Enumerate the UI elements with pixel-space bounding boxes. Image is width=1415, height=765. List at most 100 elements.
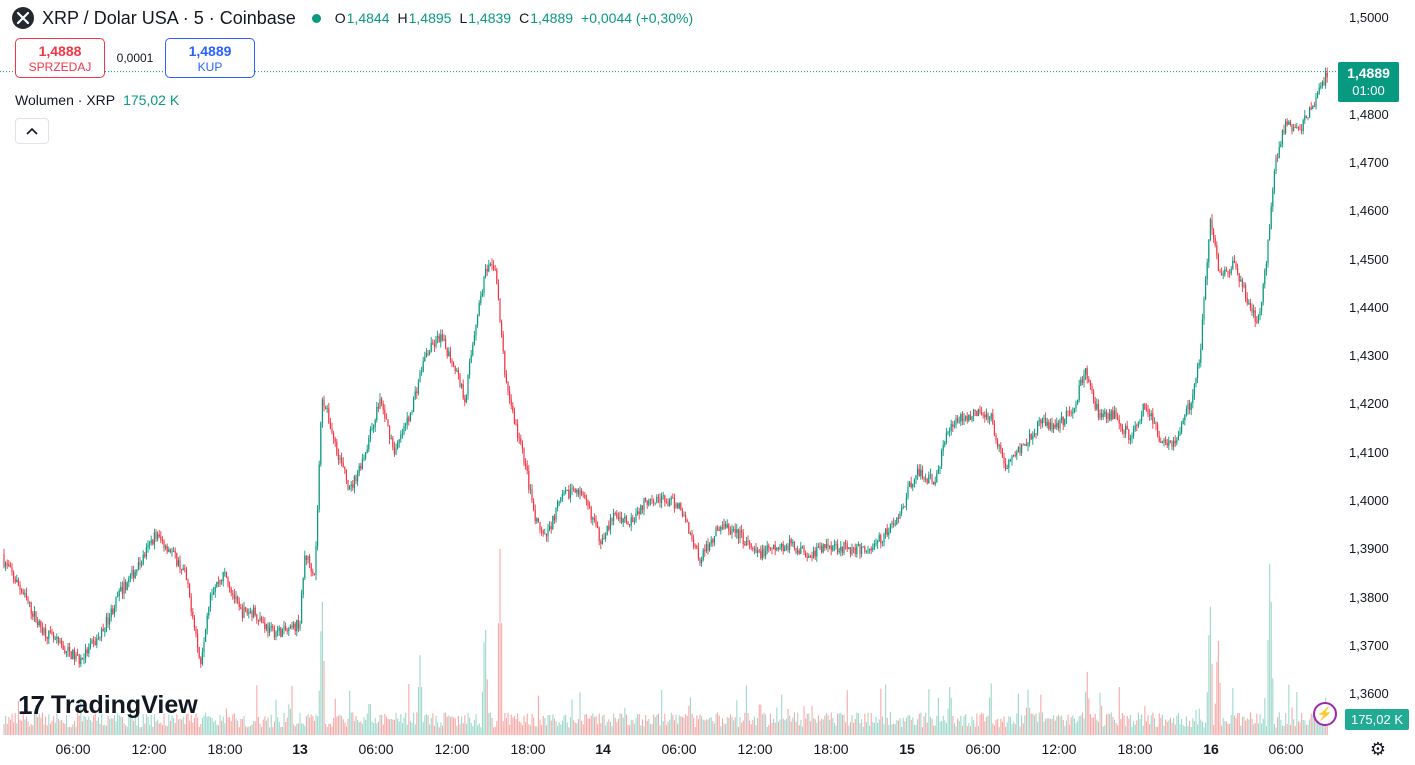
volume-bar [216, 724, 218, 735]
volume-bar [513, 716, 515, 735]
volume-bar [904, 721, 906, 735]
volume-bar [93, 715, 95, 735]
volume-bar [966, 725, 968, 735]
volume-bar [1057, 714, 1059, 735]
volume-bar [1005, 727, 1007, 735]
candle-body [640, 505, 642, 515]
candle-body [387, 419, 389, 426]
volume-bar [841, 714, 843, 735]
volume-bar [1104, 725, 1106, 735]
tradingview-logo[interactable]: 17 TradingView [18, 690, 198, 721]
candle-body [675, 503, 677, 509]
candle-body [405, 424, 407, 426]
volume-bar [833, 723, 835, 735]
volume-bar [262, 719, 264, 735]
collapse-legend-button[interactable] [15, 118, 49, 144]
candle-body [630, 517, 632, 526]
time-axis[interactable]: 06:00 12:00 18:00 13 06:00 12:00 18:00 14 06:00 1… [0, 738, 1340, 763]
candle-body [6, 563, 8, 565]
volume-bar [291, 685, 293, 735]
candle-body [1089, 382, 1091, 387]
candle-body [854, 548, 856, 555]
candle-body [573, 488, 575, 490]
volume-bar [702, 719, 704, 735]
candle-body [622, 518, 624, 523]
volume-bar [1222, 718, 1224, 735]
candle-body [1224, 269, 1226, 275]
volume-bar [1230, 714, 1232, 735]
volume-bar [1035, 713, 1037, 735]
volume-bar [1248, 719, 1250, 735]
volume-bar [832, 717, 834, 735]
volume-bar [979, 714, 981, 735]
candle-body [417, 382, 419, 394]
volume-bar [137, 715, 139, 735]
volume-bar [401, 723, 403, 735]
candle-body [961, 414, 963, 421]
candle-body [806, 556, 808, 558]
sell-button[interactable]: 1,4888 SPRZEDAJ [15, 38, 105, 78]
candle-body [1139, 420, 1141, 423]
candle-body [686, 520, 688, 523]
candle-body [5, 563, 7, 567]
volume-bar [1134, 724, 1136, 735]
settings-gear-icon[interactable]: ⚙ [1369, 739, 1387, 759]
price-axis-label: 1,4600 [1349, 203, 1389, 219]
candle-body [614, 513, 616, 515]
volume-bar [725, 723, 727, 735]
volume-bar [683, 717, 685, 735]
candle-body [600, 541, 602, 544]
candle-body [1000, 445, 1002, 449]
volume-bar [1125, 725, 1127, 735]
volume-bar [331, 726, 333, 735]
buy-button[interactable]: 1,4889 KUP [165, 38, 255, 78]
volume-bar [806, 713, 808, 735]
volume-bar [997, 718, 999, 735]
volume-bar [1077, 721, 1079, 735]
volume-bar [301, 723, 303, 735]
candle-body [69, 646, 71, 652]
volume-bar [393, 719, 395, 735]
candle-body [766, 545, 768, 551]
volume-bar [155, 721, 157, 735]
volume-bar [469, 717, 471, 735]
price-axis[interactable]: 1,5000 1,4800 1,4700 1,4600 1,4500 1,4400 1,43… [1345, 0, 1415, 735]
volume-bar [272, 727, 274, 735]
lightning-icon[interactable]: ⚡ [1313, 702, 1337, 726]
candle-body [509, 391, 511, 400]
volume-bar [1014, 723, 1016, 735]
price-axis-label: 1,4000 [1349, 493, 1389, 508]
candle-body [1137, 422, 1139, 426]
volume-bar [1221, 725, 1223, 735]
candle-body [312, 571, 314, 574]
candle-body [822, 544, 824, 553]
candle-body [645, 497, 647, 501]
candle-body [35, 611, 37, 622]
candle-body [64, 649, 66, 653]
candle-body [1080, 379, 1082, 386]
candle-body [918, 468, 920, 476]
symbol-title[interactable]: XRP / Dolar USA · 5 · Coinbase [42, 7, 296, 28]
volume-bar [654, 717, 656, 735]
volume-bar [440, 722, 442, 735]
price-chart[interactable] [0, 0, 1340, 737]
candle-body [590, 507, 592, 520]
volume-bar [37, 716, 39, 735]
candle-body [955, 418, 957, 426]
candle-body [681, 510, 683, 516]
candle-body [326, 408, 328, 410]
candle-body [883, 534, 885, 543]
volume-bar [1001, 721, 1003, 735]
candle-body [1134, 425, 1136, 430]
candle-body [552, 515, 554, 530]
volume-bar [288, 704, 290, 735]
volume-bar [630, 720, 632, 735]
volume-bar [798, 725, 800, 735]
volume-bar [669, 719, 671, 735]
time-axis-label: 15 [899, 741, 915, 757]
volume-bar [854, 719, 856, 735]
volume-bar [845, 722, 847, 735]
candle-body [611, 518, 613, 522]
volume-bar [629, 725, 631, 735]
volume-legend[interactable]: Wolumen · XRP 175,02 K [15, 92, 179, 108]
